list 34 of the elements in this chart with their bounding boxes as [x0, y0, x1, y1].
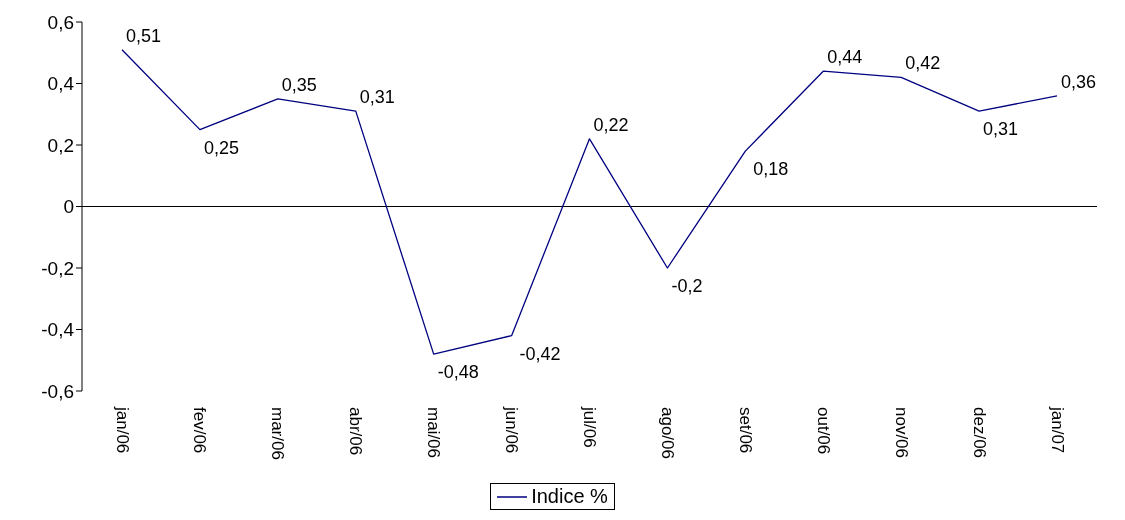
x-tick-label: nov/06: [891, 407, 911, 459]
data-label: 0,31: [359, 87, 395, 108]
x-tick-label: out/06: [813, 407, 833, 455]
y-tick-label: -0,6: [41, 380, 74, 402]
y-tick-label: 0,6: [47, 11, 74, 33]
x-tick-label: jul/06: [580, 406, 599, 448]
x-tick-label: abr/06: [346, 407, 366, 456]
data-label: 0,22: [593, 114, 629, 135]
y-tick-label: 0: [63, 196, 74, 218]
x-tick-label: jan/07: [1047, 406, 1067, 454]
data-label: 0,51: [126, 25, 162, 46]
data-label: 0,18: [753, 159, 789, 180]
data-label: -0,2: [671, 276, 703, 296]
x-tick-label: mar/06: [268, 407, 288, 460]
y-tick-label: -0,4: [41, 319, 75, 341]
data-label: 0,31: [983, 119, 1019, 140]
x-tick-label: jan/06: [112, 406, 132, 454]
y-tick-label: 0,4: [47, 73, 75, 95]
data-label: 0,44: [827, 47, 863, 68]
x-tick-label: dez/06: [969, 407, 989, 459]
legend-label: Indice %: [531, 485, 608, 508]
data-label: -0,42: [519, 343, 561, 364]
y-tick-label: 0,2: [47, 134, 74, 156]
data-label: 0,36: [1061, 71, 1097, 92]
data-label: 0,35: [281, 74, 317, 95]
x-tick-label: mai/06: [424, 407, 444, 459]
data-label: 0,42: [905, 53, 941, 74]
data-label: 0,25: [203, 137, 239, 158]
x-tick-label: jun/06: [502, 406, 522, 454]
y-tick-label: -0,2: [41, 257, 74, 279]
x-tick-label: ago/06: [657, 407, 677, 459]
data-label: -0,48: [437, 362, 479, 383]
x-tick-label: set/06: [735, 407, 755, 454]
x-tick-label: fev/06: [190, 407, 210, 454]
